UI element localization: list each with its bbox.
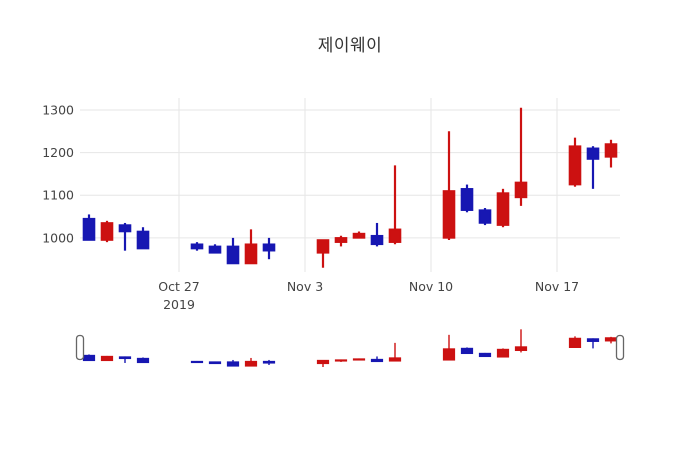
y-tick-label: 1000 (42, 230, 74, 245)
candle-up (442, 190, 456, 239)
candle-up (352, 232, 366, 239)
mini-candle (460, 347, 474, 355)
chart-title: 제이웨이 (317, 36, 383, 56)
candle-down (136, 230, 150, 250)
mini-candle (136, 357, 150, 364)
candle-down (586, 147, 600, 160)
mini-candle (334, 359, 348, 362)
candle-up (388, 228, 402, 243)
mini-candle (496, 348, 510, 358)
rangeslider-track[interactable] (80, 327, 620, 368)
x-tick-label: Nov 17 (535, 279, 579, 294)
y-tick-label: 1100 (42, 188, 74, 203)
slider-handle-left[interactable] (75, 334, 85, 361)
mini-candle (586, 338, 600, 342)
candle-up (244, 243, 258, 265)
mini-candle (100, 355, 114, 362)
candle-up (604, 143, 618, 158)
candle-up (568, 145, 582, 186)
candle-down (208, 245, 222, 254)
y-tick-label: 1200 (42, 145, 74, 160)
candle-down (460, 188, 474, 211)
mini-candle (208, 361, 222, 365)
mini-candle (226, 361, 240, 367)
candle-down (370, 234, 384, 246)
mini-candle (244, 360, 258, 367)
mini-candle (388, 357, 402, 362)
mini-candle (568, 337, 582, 348)
mini-candle (478, 352, 492, 358)
main-candles (82, 107, 618, 268)
candle-down (262, 243, 276, 252)
plot-area[interactable] (80, 98, 620, 272)
candle-up (334, 237, 348, 243)
mini-candle (316, 359, 330, 365)
plot-drag-region[interactable] (80, 98, 620, 272)
candle-up (514, 181, 528, 199)
mini-candle (352, 358, 366, 361)
mini-candle (190, 360, 204, 364)
candle-up (100, 222, 114, 241)
mini-candle (442, 348, 456, 361)
y-tick-label: 1300 (42, 102, 74, 117)
gridlines (80, 98, 620, 272)
slider-handle-right[interactable] (615, 334, 625, 361)
mini-candle (262, 360, 276, 364)
candle-down (190, 243, 204, 250)
candle-down (82, 217, 96, 241)
x-axis-tick-labels: Oct 27 2019 Nov 3 Nov 10 Nov 17 (158, 279, 579, 312)
mini-candle (370, 358, 384, 363)
candle-down (118, 224, 132, 233)
candle-down (226, 245, 240, 265)
x-tick-label: Oct 27 (158, 279, 200, 294)
mini-candle (514, 346, 528, 352)
y-axis-tick-labels: 1000 1100 1200 1300 (42, 102, 74, 245)
x-tick-label: Nov 3 (287, 279, 323, 294)
candle-up (496, 192, 510, 226)
x-tick-sublabel: 2019 (163, 297, 195, 312)
x-tick-label: Nov 10 (409, 279, 453, 294)
candle-up (316, 239, 330, 254)
mini-candle (118, 356, 132, 360)
rangeslider[interactable] (75, 327, 625, 368)
candle-down (478, 209, 492, 224)
